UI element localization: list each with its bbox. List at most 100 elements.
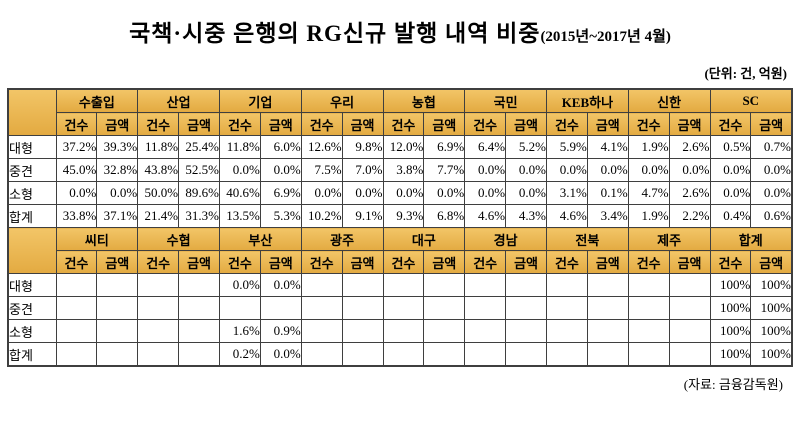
- value-cell: 4.6%: [546, 204, 588, 228]
- subcolumn-header: 금액: [423, 250, 466, 274]
- value-cell: [178, 273, 220, 297]
- value-cell: [382, 342, 425, 367]
- value-cell: 0.0%: [464, 181, 507, 205]
- subcolumn-header: 금액: [586, 112, 629, 136]
- subcolumn-header: 금액: [259, 112, 302, 136]
- value-cell: 0.0%: [668, 158, 711, 182]
- row-label: 중견: [7, 296, 57, 320]
- page: 국책·시중 은행의 RG신규 발행 내역 비중(2015년~2017년 4월) …: [7, 14, 793, 392]
- value-cell: 11.8%: [219, 135, 261, 159]
- value-cell: [137, 319, 180, 343]
- subcolumn-header: 금액: [178, 112, 220, 136]
- value-cell: 12.0%: [382, 135, 425, 159]
- subcolumn-header: 금액: [341, 112, 384, 136]
- value-cell: 6.0%: [259, 135, 302, 159]
- value-cell: [423, 296, 466, 320]
- value-cell: 0.0%: [586, 158, 629, 182]
- value-cell: [178, 319, 220, 343]
- subcolumn-header: 건수: [546, 250, 588, 274]
- value-cell: 0.0%: [709, 158, 752, 182]
- value-cell: [586, 319, 629, 343]
- subcolumn-header: 건수: [709, 250, 752, 274]
- value-cell: 50.0%: [137, 181, 180, 205]
- value-cell: 0.5%: [709, 135, 752, 159]
- value-cell: [668, 319, 711, 343]
- value-cell: 9.1%: [341, 204, 384, 228]
- bank-header: 제주: [627, 227, 711, 251]
- value-cell: [423, 319, 466, 343]
- value-cell: [586, 273, 629, 297]
- value-cell: 0.0%: [505, 181, 547, 205]
- subcolumn-header: 금액: [96, 250, 139, 274]
- corner-cell: [7, 227, 57, 274]
- value-cell: 2.6%: [668, 181, 711, 205]
- value-cell: 2.6%: [668, 135, 711, 159]
- value-cell: 3.1%: [546, 181, 588, 205]
- value-cell: [627, 342, 670, 367]
- value-cell: 4.6%: [464, 204, 507, 228]
- bank-header-row-1: 수출입 산업 기업 우리 농협 국민 KEB하나 신한 SC: [7, 88, 793, 136]
- value-cell: 0.0%: [259, 158, 302, 182]
- value-cell: 0.4%: [709, 204, 752, 228]
- subcolumn-header: 금액: [341, 250, 384, 274]
- value-cell: [423, 342, 466, 367]
- value-cell: 37.2%: [55, 135, 98, 159]
- subcolumn-header: 금액: [586, 250, 629, 274]
- value-cell: 40.6%: [219, 181, 261, 205]
- subcolumn-header: 금액: [505, 112, 547, 136]
- value-cell: 37.1%: [96, 204, 139, 228]
- value-cell: [341, 273, 384, 297]
- subcolumn-header: 금액: [750, 250, 793, 274]
- value-cell: 7.0%: [341, 158, 384, 182]
- subcolumn-header: 금액: [96, 112, 139, 136]
- subcolumn-header-row-2: 건수 금액 건수 금액 건수 금액 건수 금액 건수 금액 건수 금액 건수 금액 건수 금액 건수 금액: [8, 250, 793, 274]
- title-text: 국책·시중 은행의 RG신규 발행 내역 비중: [129, 21, 541, 46]
- value-cell: 0.7%: [750, 135, 793, 159]
- subcolumn-header: 금액: [668, 112, 711, 136]
- value-cell: 3.8%: [382, 158, 425, 182]
- bank-header: 씨티: [55, 227, 139, 251]
- value-cell: [300, 273, 343, 297]
- value-cell: 0.0%: [259, 342, 302, 367]
- value-cell: [341, 319, 384, 343]
- value-cell: 2.2%: [668, 204, 711, 228]
- value-cell: [96, 319, 139, 343]
- value-cell: 6.9%: [423, 135, 466, 159]
- value-cell: [505, 342, 547, 367]
- row-label: 합계: [7, 204, 57, 228]
- value-cell: [423, 273, 466, 297]
- value-cell: 7.7%: [423, 158, 466, 182]
- bank-header: 전북: [546, 227, 629, 251]
- value-cell: [96, 273, 139, 297]
- value-cell: 0.0%: [627, 158, 670, 182]
- subcolumn-header: 건수: [137, 112, 180, 136]
- value-cell: [586, 342, 629, 367]
- value-cell: [137, 273, 180, 297]
- value-cell: [341, 342, 384, 367]
- bank-header: KEB하나: [546, 88, 629, 113]
- value-cell: [546, 342, 588, 367]
- value-cell: [382, 296, 425, 320]
- subcolumn-header: 건수: [219, 112, 261, 136]
- value-cell: [300, 296, 343, 320]
- value-cell: [96, 342, 139, 367]
- subcolumn-header: 금액: [750, 112, 793, 136]
- value-cell: 0.0%: [219, 273, 261, 297]
- value-cell: [55, 319, 98, 343]
- value-cell: 31.3%: [178, 204, 220, 228]
- subcolumn-header: 건수: [55, 112, 98, 136]
- page-title: 국책·시중 은행의 RG신규 발행 내역 비중(2015년~2017년 4월): [7, 14, 793, 48]
- data-row: 대형 0.0% 0.0% 100% 100%: [7, 273, 793, 297]
- value-cell: 0.1%: [586, 181, 629, 205]
- bank-header-row-2: 씨티 수협 부산 광주 대구 경남 전북 제주 합계: [7, 227, 793, 274]
- value-cell: 0.6%: [750, 204, 793, 228]
- value-cell: 100%: [750, 273, 793, 297]
- value-cell: 0.0%: [300, 181, 343, 205]
- value-cell: 45.0%: [55, 158, 98, 182]
- value-cell: [259, 296, 302, 320]
- subcolumn-header: 건수: [464, 112, 507, 136]
- bank-header: 국민: [464, 88, 547, 113]
- subcolumn-header: 건수: [709, 112, 752, 136]
- value-cell: 6.9%: [259, 181, 302, 205]
- value-cell: 11.8%: [137, 135, 180, 159]
